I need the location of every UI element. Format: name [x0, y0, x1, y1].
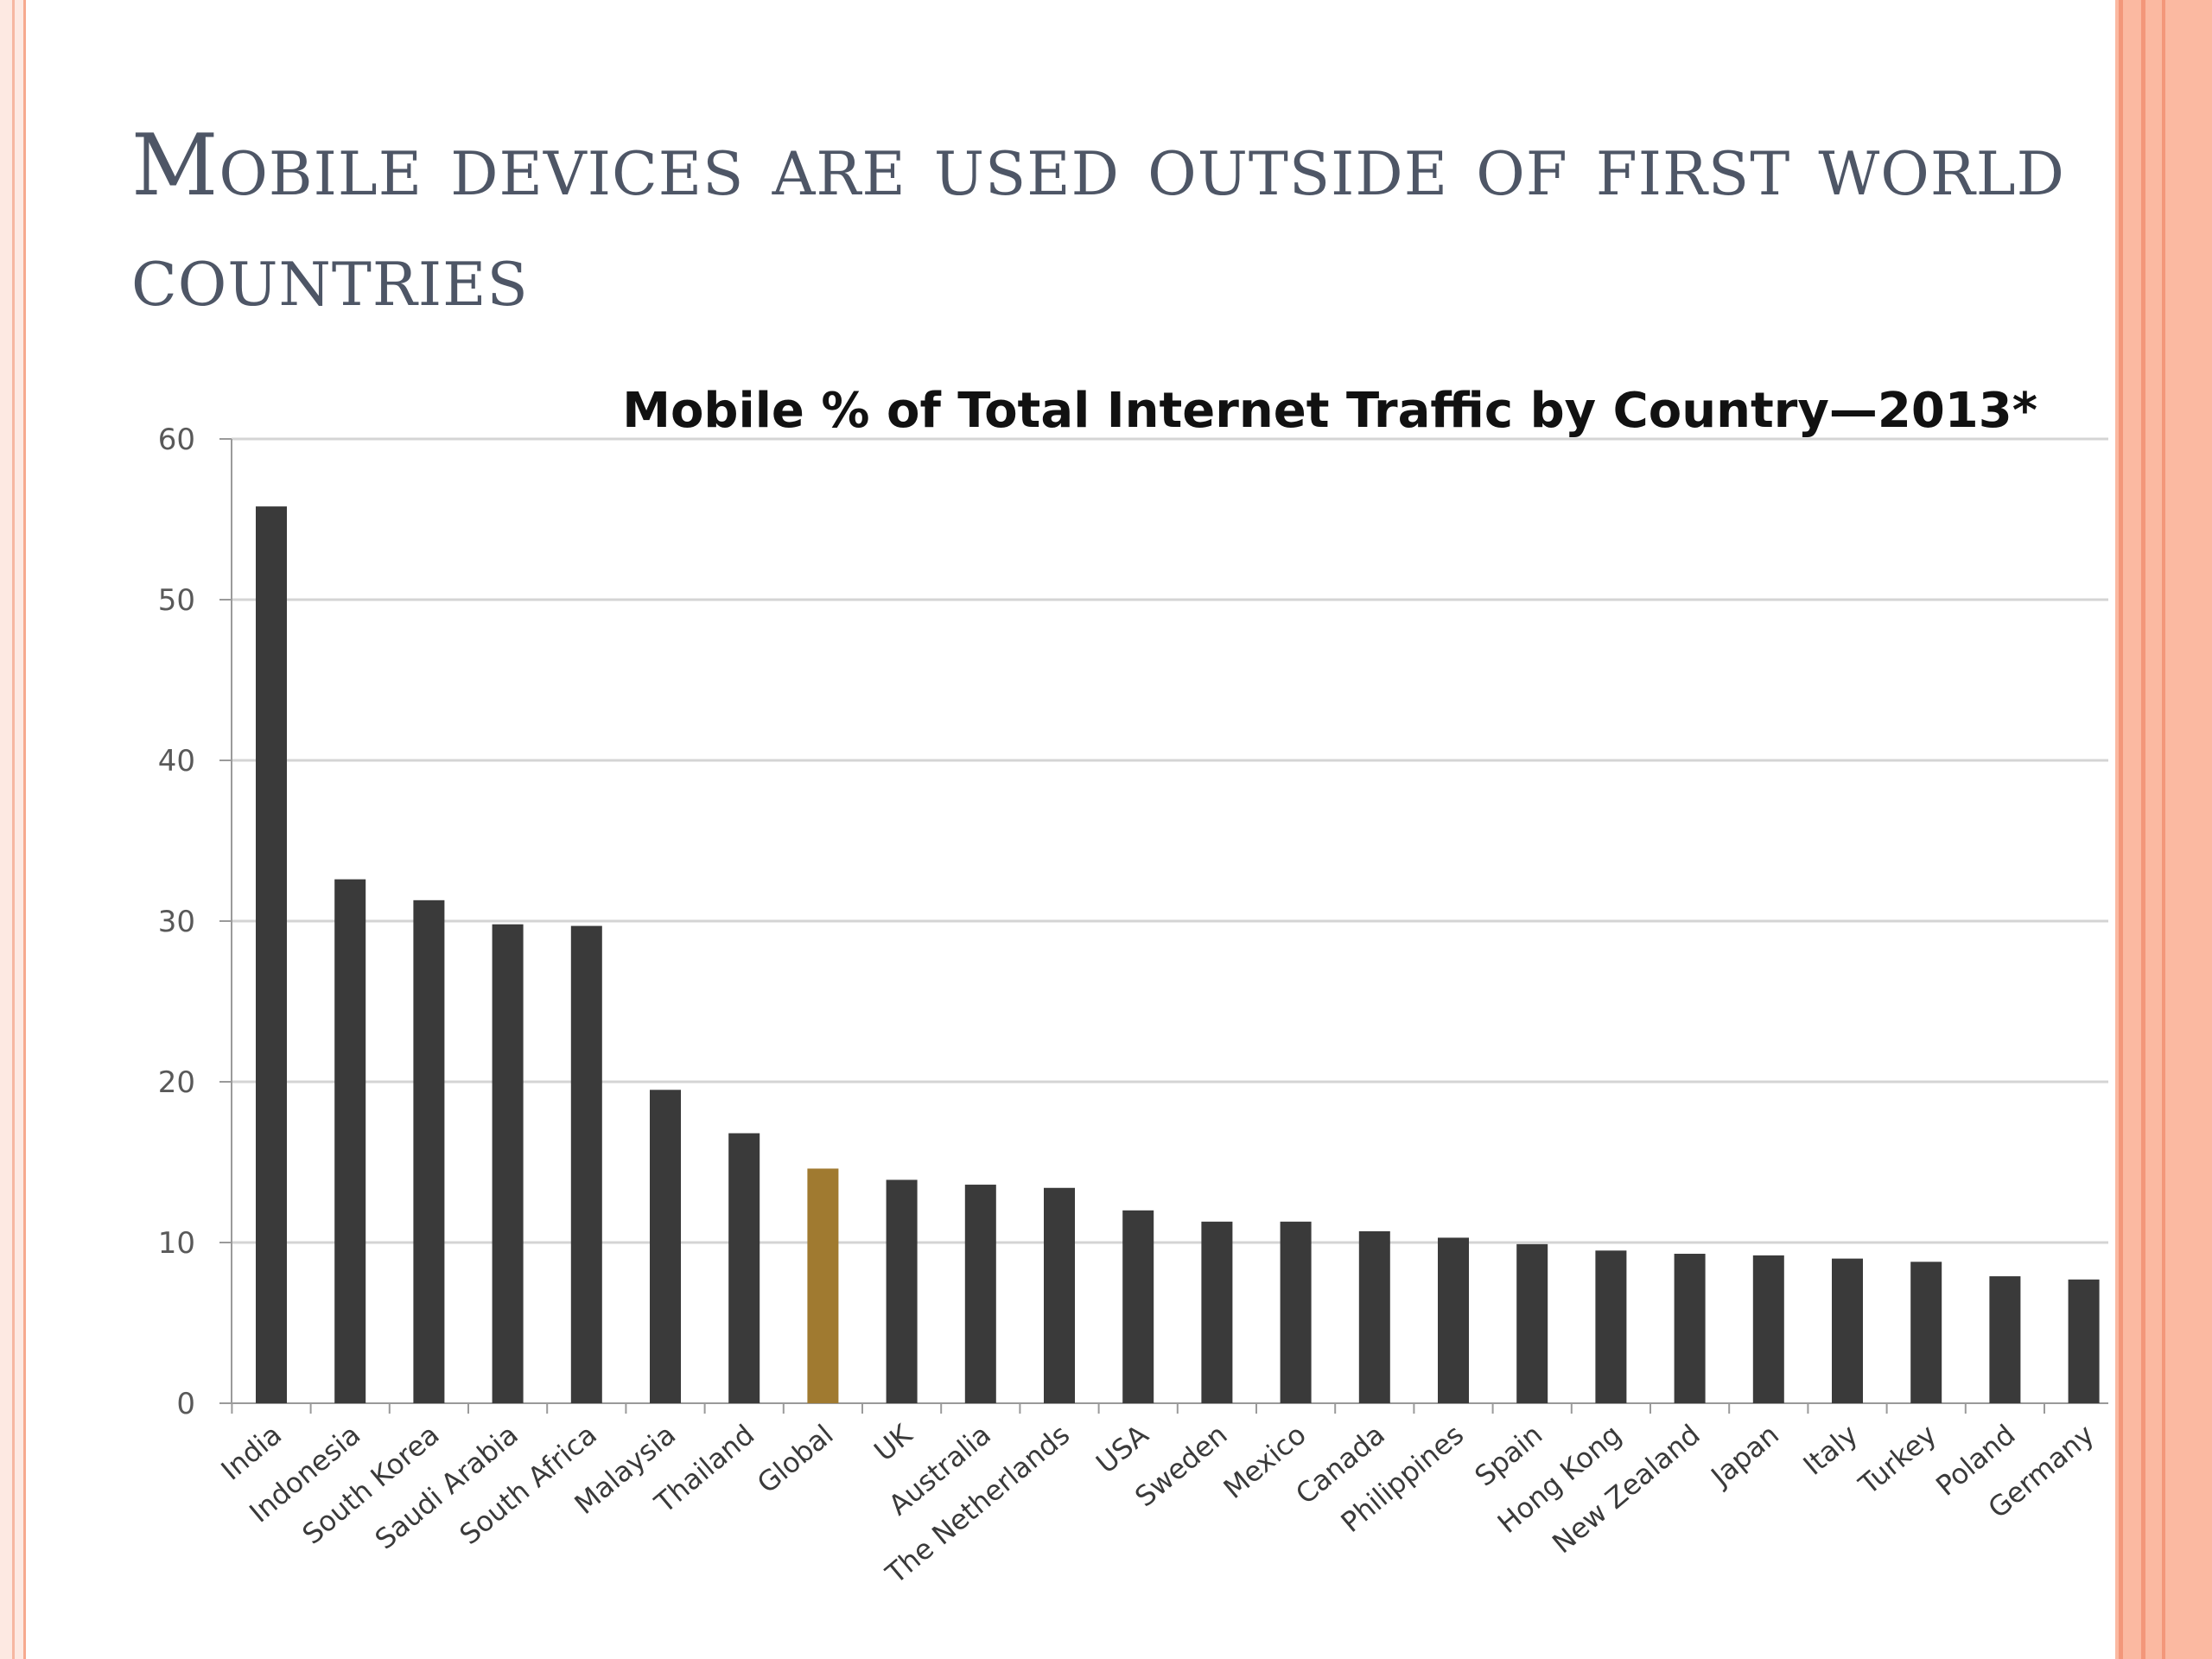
bar-canada	[1358, 1230, 1390, 1403]
bars	[256, 506, 2100, 1403]
bar-japan	[1752, 1255, 1784, 1403]
bar-poland	[1989, 1276, 2021, 1403]
bar-thailand	[728, 1133, 760, 1403]
chart-title: Mobile % of Total Internet Traffic by Co…	[622, 383, 2037, 439]
y-tick-label: 30	[158, 905, 195, 939]
bar-hong-kong	[1595, 1250, 1627, 1403]
bar-new-zealand	[1674, 1254, 1706, 1403]
y-tick-label: 60	[158, 423, 195, 457]
right-frame-border	[2115, 0, 2212, 1659]
left-frame-border	[0, 0, 26, 1659]
y-tick-label: 20	[158, 1065, 195, 1100]
bar-mexico	[1280, 1221, 1312, 1403]
bar-malaysia	[650, 1090, 681, 1403]
bar-turkey	[1910, 1262, 1942, 1403]
x-category-label: UK	[868, 1417, 918, 1467]
x-category-label: USA	[1090, 1418, 1154, 1480]
x-category-label: Japan	[1704, 1418, 1785, 1494]
bar-uk	[886, 1179, 918, 1403]
axes: 0 10 20 30 40 50 60	[158, 423, 2108, 1421]
bar-global	[807, 1168, 839, 1403]
y-tick-label: 10	[158, 1226, 195, 1261]
y-tick-label: 40	[158, 744, 195, 779]
bar-india	[256, 506, 287, 1403]
bar-philippines	[1438, 1237, 1469, 1403]
bar-indonesia	[334, 879, 366, 1403]
bar-south-korea	[413, 899, 445, 1403]
y-tick-label: 0	[176, 1387, 195, 1421]
bar-saudi-arabia	[492, 924, 524, 1403]
bar-australia	[964, 1185, 996, 1403]
bar-spain	[1516, 1243, 1548, 1403]
bar-italy	[1832, 1258, 1863, 1403]
x-category-label: Global	[751, 1418, 840, 1500]
x-category-label: Turkey	[1852, 1418, 1942, 1502]
bar-the-netherlands	[1044, 1187, 1075, 1403]
slide-title: Mobile devices are used outside of first…	[131, 117, 2065, 326]
gridlines	[232, 437, 2108, 1244]
bar-germany	[2068, 1279, 2100, 1403]
x-category-label: Italy	[1797, 1418, 1865, 1482]
bar-usa	[1122, 1210, 1154, 1403]
bar-sweden	[1201, 1221, 1233, 1403]
y-tick-label: 50	[158, 583, 195, 618]
bar-south-africa	[570, 925, 602, 1403]
